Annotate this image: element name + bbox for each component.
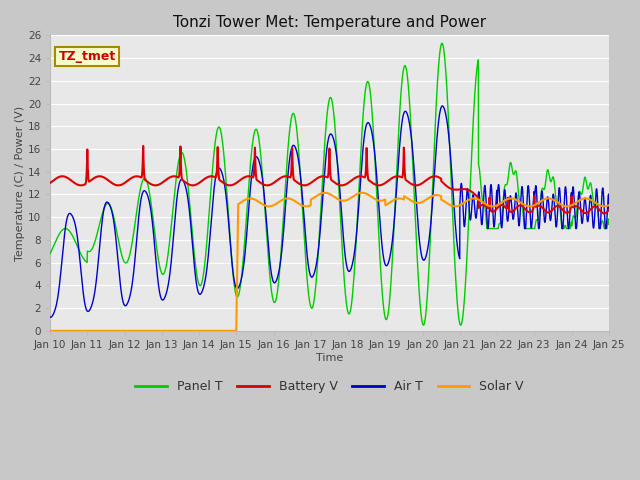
- Solar V: [358, 190, 366, 196]
- Panel T: [202, 248, 210, 253]
- Air T: [605, 191, 612, 197]
- Solar V: [202, 328, 210, 334]
- X-axis label: Time: Time: [316, 353, 343, 363]
- Air T: [605, 207, 612, 213]
- Line: Battery V: Battery V: [50, 146, 609, 214]
- Panel T: [552, 196, 560, 202]
- Battery V: [600, 211, 608, 216]
- Solar V: [605, 203, 612, 208]
- Line: Panel T: Panel T: [50, 43, 609, 325]
- Panel T: [46, 251, 54, 257]
- Air T: [394, 168, 402, 174]
- Title: Tonzi Tower Met: Temperature and Power: Tonzi Tower Met: Temperature and Power: [173, 15, 486, 30]
- Y-axis label: Temperature (C) / Power (V): Temperature (C) / Power (V): [15, 106, 25, 261]
- Air T: [166, 271, 173, 276]
- Panel T: [605, 216, 612, 222]
- Solar V: [552, 198, 559, 204]
- Battery V: [605, 207, 612, 213]
- Solar V: [46, 328, 54, 334]
- Air T: [552, 223, 560, 229]
- Air T: [202, 271, 210, 276]
- Line: Solar V: Solar V: [50, 193, 609, 331]
- Battery V: [140, 143, 147, 149]
- Panel T: [605, 221, 612, 227]
- Battery V: [166, 174, 173, 180]
- Solar V: [384, 201, 392, 206]
- Battery V: [605, 207, 612, 213]
- Panel T: [394, 148, 401, 154]
- Solar V: [166, 328, 173, 334]
- Panel T: [438, 40, 446, 46]
- Panel T: [384, 312, 392, 318]
- Air T: [46, 314, 54, 320]
- Battery V: [552, 204, 559, 209]
- Panel T: [457, 322, 465, 328]
- Air T: [47, 314, 54, 320]
- Battery V: [384, 178, 392, 184]
- Solar V: [605, 203, 612, 208]
- Text: TZ_tmet: TZ_tmet: [58, 50, 116, 63]
- Air T: [438, 103, 446, 109]
- Battery V: [202, 175, 210, 181]
- Air T: [384, 261, 392, 266]
- Solar V: [394, 196, 402, 202]
- Panel T: [166, 238, 173, 243]
- Battery V: [46, 180, 54, 186]
- Battery V: [394, 173, 402, 179]
- Line: Air T: Air T: [50, 106, 609, 317]
- Legend: Panel T, Battery V, Air T, Solar V: Panel T, Battery V, Air T, Solar V: [131, 375, 529, 398]
